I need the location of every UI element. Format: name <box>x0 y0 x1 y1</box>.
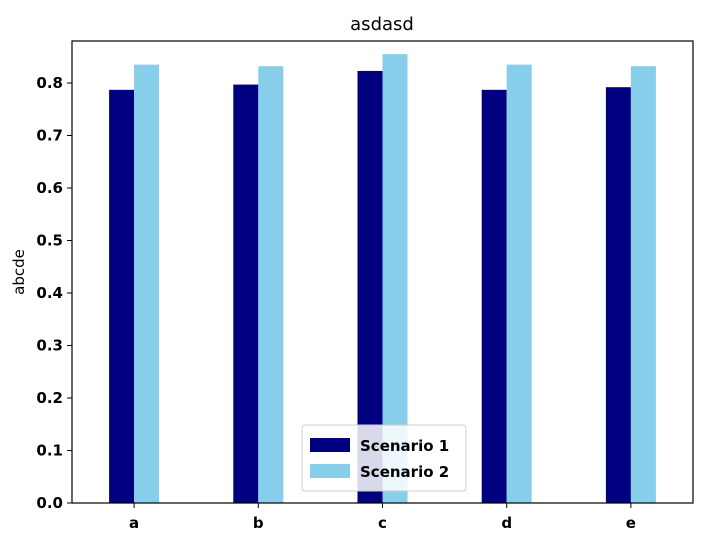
y-tick-label: 0.8 <box>36 74 63 92</box>
y-tick-label: 0.2 <box>36 389 63 407</box>
bar-1-b <box>233 84 259 503</box>
legend-label-1: Scenario 1 <box>360 437 449 455</box>
y-tick-label: 0.0 <box>36 494 63 512</box>
y-tick-label: 0.7 <box>36 127 63 145</box>
bar-2-e <box>630 66 656 503</box>
legend-swatch-1 <box>310 438 350 452</box>
bar-1-e <box>605 87 631 503</box>
bar-1-d <box>481 89 507 503</box>
x-tick-label: b <box>253 514 264 532</box>
plot-frame <box>71 40 694 504</box>
bar-1-a <box>109 89 135 503</box>
x-tick-label: a <box>129 514 139 532</box>
bar-2-b <box>258 66 284 503</box>
legend-label-2: Scenario 2 <box>360 463 449 481</box>
ticks-group: 0.0 0.1 0.2 0.3 0.4 0.5 0.6 0.7 0.8 a b c d e <box>36 74 636 532</box>
y-tick-label: 0.5 <box>36 232 63 250</box>
x-tick-label: d <box>501 514 512 532</box>
y-axis-label: abcde <box>10 249 28 295</box>
bar-2-a <box>134 64 160 503</box>
legend-box <box>301 424 467 492</box>
y-tick-label: 0.6 <box>36 179 63 197</box>
bar-2-d <box>506 64 532 503</box>
x-tick-label: e <box>626 514 636 532</box>
legend: Scenario 1 Scenario 2 <box>301 424 467 492</box>
y-tick-label: 0.4 <box>36 284 63 302</box>
chart-title: asdasd <box>350 14 414 35</box>
x-tick-label: c <box>378 514 387 532</box>
y-tick-label: 0.3 <box>36 337 63 355</box>
y-tick-label: 0.1 <box>36 442 63 460</box>
legend-swatch-2 <box>310 464 350 478</box>
